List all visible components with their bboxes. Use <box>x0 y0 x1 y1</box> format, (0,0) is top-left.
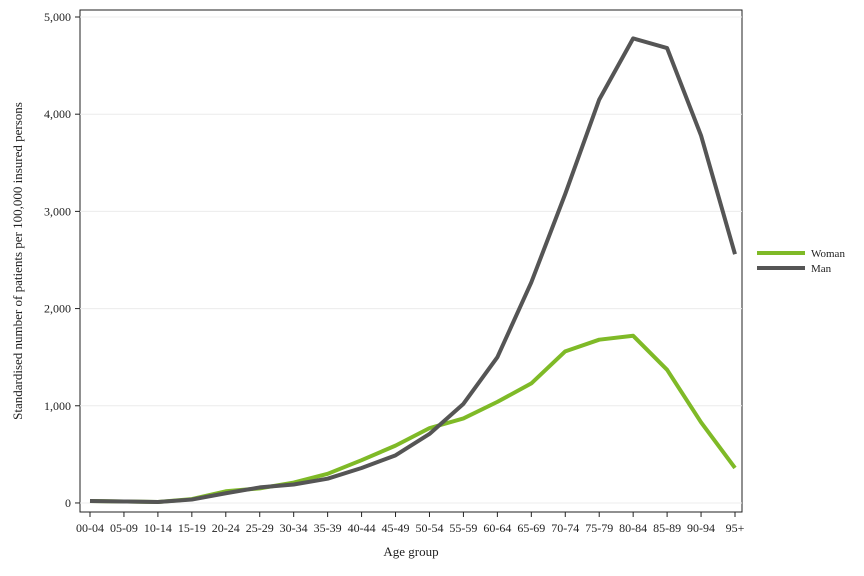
x-tick-label: 45-49 <box>382 521 410 535</box>
x-tick-label: 60-64 <box>483 521 511 535</box>
y-tick-label: 4,000 <box>44 107 71 121</box>
y-tick-label: 0 <box>65 496 71 510</box>
x-tick-label: 90-94 <box>687 521 715 535</box>
x-tick-label: 70-74 <box>551 521 579 535</box>
y-tick-label: 3,000 <box>44 204 71 218</box>
series-line <box>89 36 737 504</box>
x-tick-label: 40-44 <box>348 521 376 535</box>
x-tick-label: 85-89 <box>653 521 681 535</box>
y-tick-label: 1,000 <box>44 399 71 413</box>
x-tick-label: 65-69 <box>517 521 545 535</box>
legend-label: Woman <box>811 248 845 260</box>
x-tick-label: 30-34 <box>280 521 308 535</box>
legend-label: Man <box>811 263 832 275</box>
y-axis-title: Standardised number of patients per 100,… <box>10 102 25 420</box>
y-tick-label: 2,000 <box>44 302 71 316</box>
y-tick-label: 5,000 <box>44 10 71 24</box>
x-tick-label: 05-09 <box>110 521 138 535</box>
series-line <box>89 333 737 504</box>
x-tick-label: 00-04 <box>76 521 104 535</box>
x-tick-label: 10-14 <box>144 521 172 535</box>
x-axis-title: Age group <box>383 544 438 559</box>
x-tick-label: 35-39 <box>314 521 342 535</box>
x-tick-label: 75-79 <box>585 521 613 535</box>
x-tick-label: 15-19 <box>178 521 206 535</box>
x-tick-label: 25-29 <box>246 521 274 535</box>
x-tick-label: 95+ <box>726 521 745 535</box>
x-tick-label: 55-59 <box>449 521 477 535</box>
x-tick-label: 80-84 <box>619 521 647 535</box>
x-tick-label: 20-24 <box>212 521 240 535</box>
plot-frame <box>79 9 743 513</box>
x-tick-label: 50-54 <box>415 521 443 535</box>
